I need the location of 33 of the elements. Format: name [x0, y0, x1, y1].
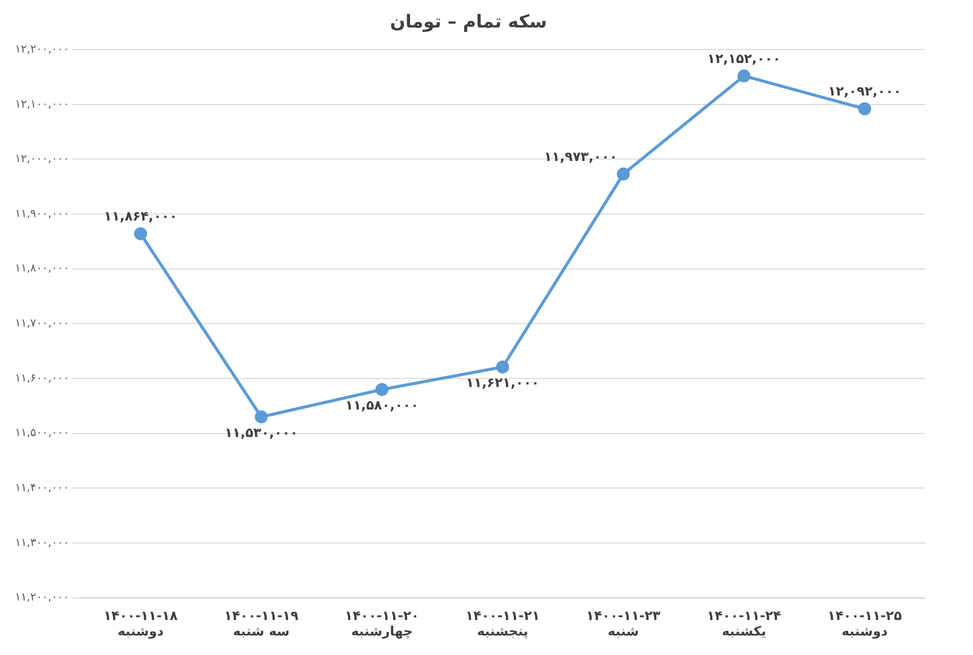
x-tick-label: ۱۴۰۰-۱۱-۱۹ سه شنبه — [224, 608, 298, 640]
y-tick-label: ۱۱,۷۰۰,۰۰۰ — [14, 316, 70, 330]
chart-title: سکه تمام – تومان — [390, 11, 547, 32]
y-tick-label: ۱۱,۴۰۰,۰۰۰ — [14, 481, 70, 494]
point — [134, 227, 148, 240]
data-label: ۱۱,۸۶۴,۰۰۰ — [104, 210, 178, 225]
y-tick-label: ۱۱,۹۰۰,۰۰۰ — [14, 206, 70, 220]
y-tick-label: ۱۱,۶۰۰,۰۰۰ — [14, 371, 70, 384]
x-tick-label: ۱۴۰۰-۱۱-۱۸ دوشنبه — [103, 608, 178, 640]
y-tick-label: ۱۱,۵۰۰,۰۰۰ — [14, 426, 70, 440]
data-label: ۱۱,۹۷۳,۰۰۰ — [544, 150, 618, 165]
data-label: ۱۲,۱۵۲,۰۰۰ — [707, 52, 781, 67]
point — [375, 382, 388, 396]
y-tick-label: ۱۱,۲۰۰,۰۰۰ — [14, 590, 70, 604]
data-label: ۱۲,۰۹۲,۰۰۰ — [828, 84, 902, 100]
x-tick-label: ۱۴۰۰-۱۱-۲۳ شنبه — [586, 608, 660, 640]
y-tick-label: ۱۱,۸۰۰,۰۰۰ — [14, 262, 70, 275]
x-tick-label: ۱۴۰۰-۱۱-۲۰ چهارشنبه — [344, 608, 420, 640]
x-tick-label: ۱۴۰۰-۱۱-۲۴ یکشنبه — [706, 608, 782, 640]
point — [254, 410, 268, 424]
point — [858, 102, 872, 116]
y-tick-label: ۱۲,۲۰۰,۰۰۰ — [14, 42, 70, 56]
y-tick-label: ۱۲,۱۰۰,۰۰۰ — [14, 97, 70, 110]
y-tick-label: ۱۱,۳۰۰,۰۰۰ — [14, 536, 70, 549]
data-label: ۱۱,۵۳۰,۰۰۰ — [224, 426, 298, 441]
data-label: ۱۱,۵۸۰,۰۰۰ — [345, 398, 419, 414]
point — [616, 168, 630, 181]
y-tick-label: ۱۲,۰۰۰,۰۰۰ — [14, 152, 70, 166]
point — [496, 360, 510, 374]
x-tick-label: ۱۴۰۰-۱۱-۲۵ دوشنبه — [828, 608, 902, 640]
point — [737, 69, 750, 82]
x-tick-label: ۱۴۰۰-۱۱-۲۱ پنجشنبه — [465, 608, 540, 640]
data-label: ۱۱,۶۲۱,۰۰۰ — [466, 376, 540, 391]
